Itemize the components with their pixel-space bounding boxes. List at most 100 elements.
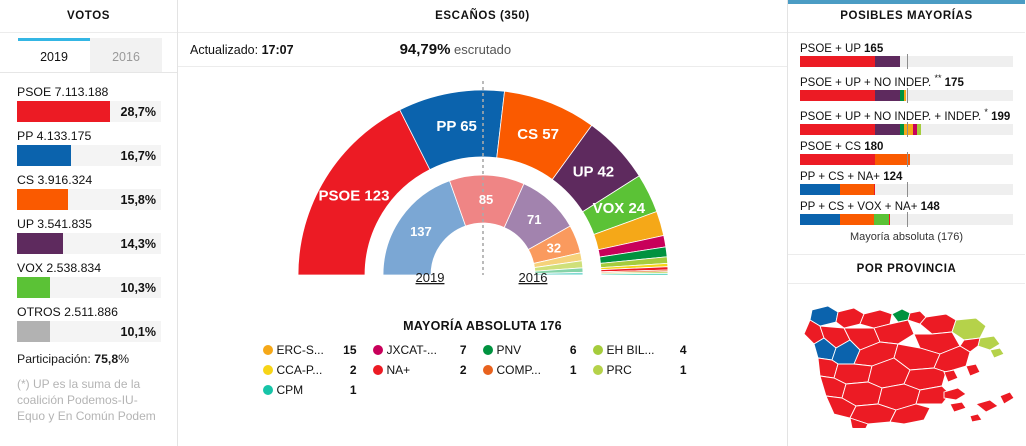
map-province[interactable]: [915, 385, 951, 405]
majority-bar-segment: [888, 213, 891, 225]
legend-item[interactable]: CCA-P... 2: [262, 363, 373, 377]
majority-coalition-name: PP + CS + NA+: [800, 170, 884, 183]
map-province[interactable]: [999, 391, 1015, 405]
legend-color-dot: [262, 365, 273, 375]
year-tabs[interactable]: 2019 2016: [0, 38, 177, 72]
map-province[interactable]: [989, 347, 1005, 359]
majority-label: PSOE + UP 165: [800, 43, 1013, 55]
arc-segment-label: UP 42: [573, 163, 614, 180]
map-province[interactable]: [943, 387, 967, 401]
majority-row[interactable]: PP + CS + VOX + NA+ 148: [800, 200, 1013, 227]
majority-bar-segment: [874, 89, 901, 101]
votes-list: PSOE 7.113.188 28,7% PP 4.133.175 16,7% CS 3…: [0, 73, 177, 342]
tab-2019[interactable]: 2019: [18, 38, 90, 72]
legend-item[interactable]: PRC 1: [592, 363, 703, 377]
majority-row[interactable]: PP + CS + NA+ 124: [800, 170, 1013, 197]
majority-total: 165: [864, 43, 884, 55]
vote-bar-fill: [17, 189, 69, 210]
legend-item[interactable]: EH BIL... 4: [592, 343, 703, 357]
map-province[interactable]: [977, 335, 1001, 351]
map-province[interactable]: [951, 317, 987, 341]
majorities-panel-title: POSIBLES MAYORÍAS: [788, 0, 1025, 33]
participation-suffix: %: [118, 352, 130, 366]
majority-total: 175: [944, 76, 964, 89]
majority-row[interactable]: PSOE + UP + NO INDEP. ** 175: [800, 73, 1013, 103]
majority-row[interactable]: PSOE + UP + NO INDEP. + INDEP. * 199: [800, 107, 1013, 137]
legend-item[interactable]: CPM 1: [262, 383, 373, 397]
majority-bar-segment: [913, 123, 918, 135]
arc-seat-labels: PSOE 123 PP 65 CS 57 UP 42 VOX 24 137 85 71 32: [319, 118, 646, 256]
majority-bar-segment: [900, 89, 905, 101]
vote-bar-fill: [17, 277, 51, 298]
parliament-arc-svg: PSOE 123 PP 65 CS 57 UP 42 VOX 24 137 85 71 32 2…: [297, 81, 669, 285]
votes-panel-title: VOTOS: [0, 0, 177, 33]
vote-percent: 14,3%: [120, 236, 156, 251]
spain-map-svg[interactable]: [794, 288, 1019, 428]
map-province[interactable]: [889, 403, 931, 425]
legend-color-dot: [592, 345, 603, 355]
legend-party-name: COMP...: [496, 363, 541, 377]
legend-party-name: EH BIL...: [606, 343, 655, 357]
arc-segment[interactable]: [534, 271, 584, 276]
majority-bar-segment: [874, 123, 901, 135]
majority-threshold-marker: [907, 151, 909, 167]
majority-total: 124: [883, 170, 903, 183]
spain-map[interactable]: [788, 284, 1025, 434]
legend-item[interactable]: JXCAT-... 7: [372, 343, 483, 357]
legend-item[interactable]: NA+ 2: [372, 363, 483, 377]
vote-row: OTROS 2.511.886 10,1%: [17, 305, 161, 342]
majority-footnote-marker: *: [984, 106, 988, 117]
map-province[interactable]: [849, 416, 869, 428]
majority-label: PSOE + UP + NO INDEP. + INDEP. * 199: [800, 107, 1013, 123]
counted-label: escrutado: [450, 42, 512, 57]
vote-bar-track: 14,3%: [17, 233, 161, 254]
map-province[interactable]: [835, 307, 865, 329]
majority-footnote-marker: **: [934, 73, 942, 83]
majority-label: PSOE + UP + NO INDEP. ** 175: [800, 73, 1013, 89]
majority-bar-segment: [800, 183, 840, 195]
vote-bar-fill: [17, 101, 110, 122]
majority-total: 199: [991, 110, 1011, 123]
inner-ring-2016[interactable]: [382, 174, 584, 276]
map-province[interactable]: [969, 413, 983, 423]
participation: Participación: 75,8%: [17, 352, 177, 366]
vote-party-label: PSOE 7.113.188: [17, 85, 109, 99]
legend-item[interactable]: PNV 6: [482, 343, 593, 357]
majority-coalition-name: PP + CS + VOX + NA+: [800, 200, 921, 213]
parliament-arc-chart: PSOE 123 PP 65 CS 57 UP 42 VOX 24 137 85 71 32 2…: [178, 67, 788, 317]
map-province[interactable]: [943, 369, 959, 383]
year-label-2019: 2019: [416, 270, 445, 285]
vote-bar-fill: [17, 321, 50, 342]
map-province[interactable]: [965, 363, 981, 377]
majority-bar-segment: [800, 123, 875, 135]
legend-color-dot: [262, 385, 273, 395]
outer-ring-2019[interactable]: [297, 89, 669, 276]
map-province[interactable]: [975, 399, 999, 413]
legend-seat-count: 1: [349, 383, 357, 397]
province-section-title: POR PROVINCIA: [788, 253, 1025, 284]
legend-item[interactable]: ERC-S... 15: [262, 343, 373, 357]
participation-value: 75,8: [94, 352, 119, 366]
majority-bar-segment: [874, 213, 889, 225]
majority-bar-segment: [800, 56, 875, 67]
vote-bar-track: 10,3%: [17, 277, 161, 298]
participation-label: Participación:: [17, 352, 95, 366]
arc-segment[interactable]: [600, 272, 669, 276]
legend-party-name: NA+: [386, 363, 411, 377]
legend-color-dot: [592, 365, 603, 375]
legend-item[interactable]: COMP... 1: [482, 363, 593, 377]
arc-segment-label: 71: [527, 212, 541, 227]
majority-row[interactable]: PSOE + UP 165: [800, 43, 1013, 69]
majority-row[interactable]: PSOE + CS 180: [800, 140, 1013, 167]
absolute-majority-caption: MAYORÍA ABSOLUTA 176: [403, 319, 562, 333]
vote-percent: 16,7%: [120, 148, 156, 163]
vote-party-label: PP 4.133.175: [17, 129, 92, 143]
tab-2016[interactable]: 2016: [90, 38, 162, 72]
votes-panel: VOTOS 2019 2016 PSOE 7.113.188 28,7% PP 4.…: [0, 0, 178, 446]
majority-coalition-name: PSOE + CS: [800, 140, 865, 153]
vote-row: VOX 2.538.834 10,3%: [17, 261, 161, 298]
majority-bar-segment: [904, 123, 914, 135]
map-province[interactable]: [949, 401, 967, 413]
panel-accent-bar: [788, 0, 1025, 4]
majority-threshold-marker: [907, 121, 909, 137]
